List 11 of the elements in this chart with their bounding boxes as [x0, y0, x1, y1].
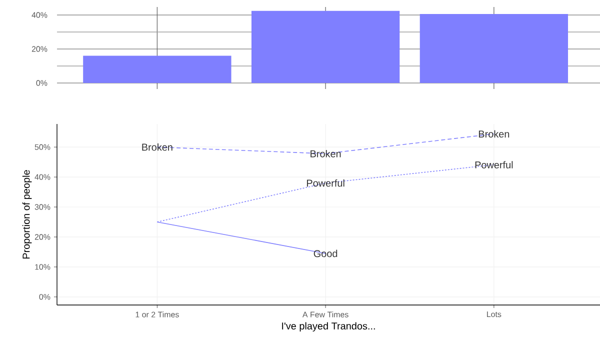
annotation: Broken [142, 143, 172, 151]
annotation: Broken [478, 130, 510, 138]
bar [83, 56, 232, 83]
annotation: Good [314, 250, 338, 258]
annotation: Powerful [306, 179, 344, 187]
x-axis-title: I've played Trandos... [282, 322, 375, 332]
bar [251, 10, 400, 83]
annotation: Broken [310, 150, 341, 158]
annotation: Powerful [475, 161, 513, 168]
bar [420, 14, 568, 83]
y-axis-title: Proportion of people [22, 170, 32, 259]
